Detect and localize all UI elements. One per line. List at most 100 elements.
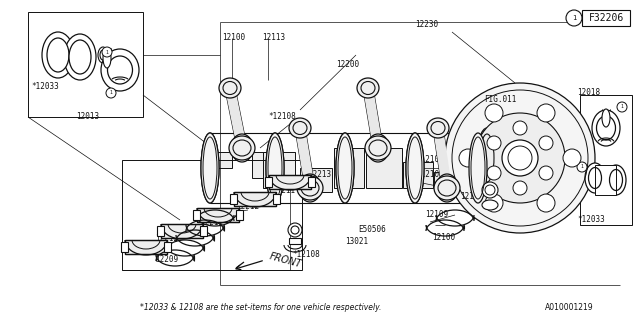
Text: 12100: 12100 [222,33,245,42]
Ellipse shape [592,110,620,146]
Bar [580,95,632,225]
Text: *12033: *12033 [31,82,59,91]
Text: 12211: 12211 [272,186,295,195]
Ellipse shape [482,182,498,198]
Bar [161,224,203,238]
Text: *12033: *12033 [577,215,605,224]
Text: 1: 1 [572,15,576,21]
Ellipse shape [482,200,498,210]
Text: 12109: 12109 [240,198,263,207]
Bar [582,10,630,26]
Text: 1: 1 [106,50,108,54]
Ellipse shape [434,176,460,200]
Circle shape [617,102,627,112]
Circle shape [537,104,555,122]
Bar [197,208,239,222]
Text: A010001219: A010001219 [545,303,594,313]
Bar [125,240,167,254]
Ellipse shape [357,78,379,98]
Bar [200,226,207,236]
Text: F32206: F32206 [588,13,623,23]
Ellipse shape [469,133,487,203]
Circle shape [566,10,582,26]
Bar [273,194,280,204]
Bar [157,226,164,236]
Circle shape [106,88,116,98]
Ellipse shape [336,133,354,203]
Ellipse shape [406,133,424,203]
Circle shape [502,140,538,176]
Ellipse shape [219,78,241,98]
Text: 12113: 12113 [262,33,285,42]
Circle shape [513,181,527,195]
Circle shape [475,113,565,203]
Ellipse shape [299,174,321,202]
Polygon shape [295,127,315,189]
Text: *12033 & 12108 are the set-items for one vehicle respectively.: *12033 & 12108 are the set-items for one… [140,303,381,313]
Ellipse shape [427,118,449,138]
Bar [334,148,364,188]
Bar [206,152,232,168]
Bar [308,177,315,187]
Bar [434,172,464,190]
Bar [263,152,295,188]
Circle shape [487,166,501,180]
Bar [234,192,276,206]
Text: FIG.011: FIG.011 [484,95,516,104]
Circle shape [508,146,532,170]
Circle shape [577,162,587,172]
Text: 1: 1 [109,91,113,95]
Text: 12109: 12109 [425,210,448,219]
Bar [269,175,311,189]
Ellipse shape [477,128,497,188]
Ellipse shape [602,109,610,127]
Circle shape [539,166,553,180]
Bar [265,177,272,187]
Ellipse shape [336,133,354,203]
Bar [197,208,239,222]
Ellipse shape [108,56,132,84]
Polygon shape [363,87,383,149]
Text: 12013: 12013 [76,112,100,121]
Circle shape [539,136,553,150]
Text: *12108: *12108 [416,170,444,179]
Ellipse shape [266,133,284,203]
Text: 12213: 12213 [308,170,331,179]
Ellipse shape [469,133,487,203]
Bar [403,162,433,188]
Circle shape [485,104,503,122]
Ellipse shape [98,47,108,63]
Text: *12108: *12108 [416,155,444,164]
Text: 12200: 12200 [336,60,359,69]
Text: 12212: 12212 [155,234,178,243]
Ellipse shape [585,163,605,193]
Text: *12108: *12108 [268,112,296,121]
Text: 12212: 12212 [236,202,259,211]
Bar [164,242,171,252]
Text: 12113: 12113 [460,192,483,201]
Ellipse shape [229,136,255,160]
Circle shape [485,194,503,212]
Text: 12100: 12100 [432,233,455,242]
Ellipse shape [64,34,96,80]
Bar [161,224,203,238]
Ellipse shape [288,223,302,237]
Bar [595,165,616,195]
Ellipse shape [406,133,424,203]
Text: 12018: 12018 [577,88,600,97]
Bar [236,210,243,220]
Ellipse shape [436,174,458,202]
Text: FRONT: FRONT [268,251,303,269]
Ellipse shape [367,134,389,162]
Ellipse shape [69,40,91,74]
Bar [230,194,237,204]
Ellipse shape [103,48,111,68]
Polygon shape [433,127,452,189]
Text: 1: 1 [621,105,623,109]
Ellipse shape [101,49,139,91]
Circle shape [513,121,527,135]
Ellipse shape [47,38,69,72]
Ellipse shape [201,133,219,203]
Ellipse shape [289,118,311,138]
Ellipse shape [365,136,391,160]
